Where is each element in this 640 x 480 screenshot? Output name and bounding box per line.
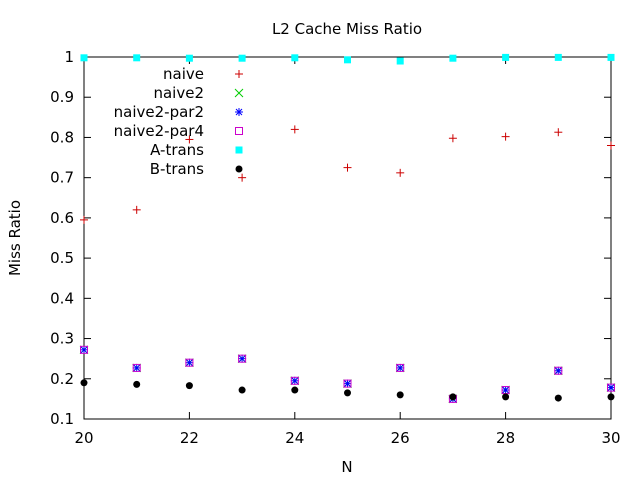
data-point	[290, 125, 299, 134]
data-point	[554, 53, 562, 61]
chart-title: L2 Cache Miss Ratio	[272, 20, 422, 38]
data-point	[343, 379, 352, 388]
legend-marker	[235, 70, 243, 78]
data-point	[238, 386, 246, 394]
legend-label: naive2-par2	[114, 103, 204, 121]
data-point	[502, 393, 510, 401]
legend-label: A-trans	[150, 141, 204, 159]
series-B-trans	[80, 379, 615, 402]
legend-label: B-trans	[150, 160, 204, 178]
x-tick-label: 22	[180, 429, 199, 447]
y-tick-label: 0.8	[50, 128, 74, 146]
x-tick-label: 30	[601, 429, 620, 447]
data-point	[448, 134, 457, 143]
data-point	[238, 354, 247, 363]
data-point	[291, 386, 299, 394]
data-point	[80, 345, 88, 354]
data-point	[185, 135, 194, 144]
data-point	[133, 380, 141, 388]
data-point	[501, 132, 510, 141]
data-point	[132, 205, 141, 214]
y-tick-label: 0.7	[50, 169, 74, 187]
series-naive2-par2	[80, 345, 615, 403]
data-point	[133, 54, 141, 62]
legend-marker	[234, 88, 244, 98]
x-axis-label: N	[341, 458, 352, 476]
y-tick-label: 0.4	[50, 289, 74, 307]
data-point	[396, 391, 404, 399]
data-point	[607, 141, 615, 150]
data-point	[291, 54, 299, 62]
data-point	[449, 54, 457, 62]
data-point	[396, 57, 404, 65]
x-tick-label: 26	[391, 429, 410, 447]
legend: naivenaive2naive2-par2naive2-par4A-trans…	[114, 65, 244, 178]
axis-ticks: 20 22 24 26 28 30 0.1 0.2 0.3 0.4 0.5 0.6 0.7 0.8 0.9 1	[50, 48, 620, 447]
data-point	[396, 363, 405, 372]
data-point	[554, 128, 563, 137]
data-point	[80, 215, 88, 224]
data-point	[554, 366, 563, 375]
data-point	[554, 366, 563, 375]
y-tick-label: 1	[64, 48, 74, 66]
y-tick-label: 0.6	[50, 209, 74, 227]
data-point	[80, 379, 88, 387]
data-point	[80, 345, 88, 354]
y-tick-label: 0.2	[50, 370, 74, 388]
data-point	[185, 54, 193, 62]
y-tick-label: 0.9	[50, 88, 74, 106]
legend-marker	[235, 165, 243, 173]
data-point	[80, 54, 88, 62]
data-point	[502, 53, 510, 61]
data-point	[396, 168, 405, 177]
data-point	[607, 383, 615, 392]
data-point	[185, 358, 194, 367]
data-point	[607, 53, 615, 61]
y-tick-label: 0.1	[50, 410, 74, 428]
data-point	[343, 163, 352, 172]
data-point	[238, 54, 246, 62]
data-point	[607, 393, 615, 401]
data-point	[501, 386, 510, 395]
legend-marker	[235, 108, 243, 116]
y-tick-label: 0.5	[50, 249, 74, 267]
legend-label: naive	[163, 65, 204, 83]
y-tick-label: 0.3	[50, 330, 74, 348]
data-point	[290, 376, 299, 385]
data-point	[132, 363, 141, 372]
data-point	[185, 358, 194, 367]
legend-marker	[235, 146, 243, 154]
y-axis-label: Miss Ratio	[6, 200, 24, 276]
data-point	[344, 56, 351, 64]
legend-label: naive2	[153, 84, 204, 102]
data-point	[343, 379, 352, 388]
data-marks	[79, 53, 616, 404]
legend-marker	[235, 127, 243, 135]
x-tick-label: 24	[285, 429, 304, 447]
data-point	[344, 389, 351, 397]
data-point	[607, 383, 615, 392]
x-tick-label: 28	[496, 429, 515, 447]
data-point	[449, 393, 457, 401]
data-point	[185, 382, 193, 390]
series-A-trans	[80, 53, 615, 65]
x-tick-label: 20	[74, 429, 93, 447]
data-point	[290, 376, 299, 385]
series-naive	[80, 125, 615, 224]
data-point	[132, 363, 141, 372]
legend-label: naive2-par4	[114, 122, 204, 140]
data-point	[238, 354, 247, 363]
data-point	[396, 363, 405, 372]
data-point	[554, 394, 562, 402]
data-point	[238, 173, 247, 182]
